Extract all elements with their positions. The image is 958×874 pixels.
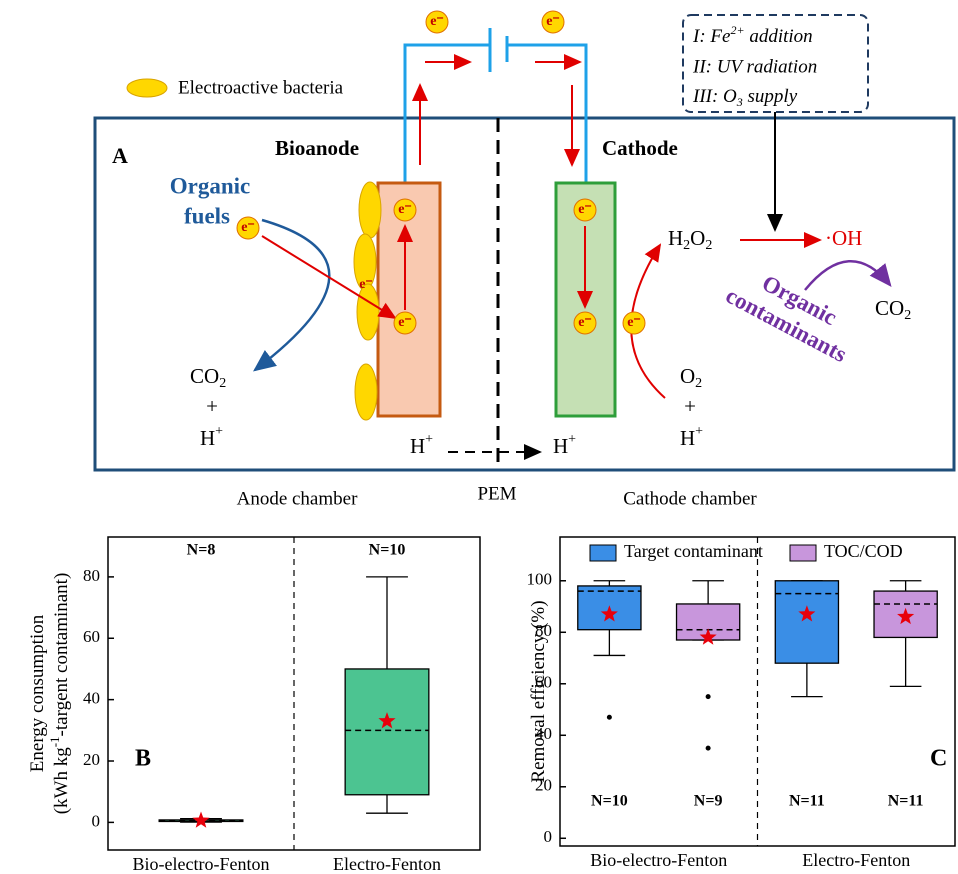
h-plus: H+ [410,432,433,458]
y-tick-label: 0 [92,811,101,830]
electron: e⁻ [394,199,416,221]
process: II: UV radiation [692,56,817,77]
plus: + [206,394,218,418]
legend-label: TOC/COD [824,541,903,561]
panel-label: C [930,746,947,772]
electron-label: e⁻ [398,315,412,330]
y-label-line: Energy consumption [27,614,48,772]
bacterium [359,182,381,238]
electron: e⁻ [574,312,596,334]
cathode-chamber: Cathode chamber [623,488,757,509]
pem-label: PEM [477,483,516,504]
y-label-sup: -1 [47,736,62,747]
x-tick-label: Bio-electro-Fenton [590,850,727,870]
x-tick-label: Electro-Fenton [802,850,910,870]
electron: e⁻ [394,312,416,334]
bacterium [355,364,377,420]
organic-fuels: Organic [170,173,251,198]
panel-label: A [112,143,128,168]
y-tick-label: 20 [83,750,100,769]
y-tick-label: 60 [83,627,100,646]
o2: O2 [680,364,702,391]
y-axis-label: Energy consumption(kWh kg-1-targent cont… [27,573,72,815]
electron: e⁻ [237,217,259,239]
figure: Electroactive bacteria A Bioanode Cathod… [0,0,958,874]
anode-chamber: Anode chamber [237,488,358,509]
n-label: N=11 [888,793,924,810]
electron-label: e⁻ [359,277,373,292]
electron-label: e⁻ [578,315,592,330]
y-tick-label: 100 [527,570,553,589]
page: Electroactive bacteria A Bioanode Cathod… [0,0,958,874]
electron-label: e⁻ [546,14,560,29]
electron: e⁻ [574,199,596,221]
n-label: N=10 [369,542,406,559]
process: I: Fe2+ addition [692,23,813,48]
electron-label: e⁻ [578,202,592,217]
x-tick-label: Bio-electro-Fenton [133,854,270,874]
reactor [95,118,954,470]
co2: CO2 [875,296,911,323]
electron: e⁻ [426,11,448,33]
bioanode-label: Bioanode [275,136,359,160]
legend-swatch [790,545,816,561]
y-label-part: -targent contaminant) [51,573,72,737]
arrow [255,220,329,370]
organic-fuels: fuels [184,203,230,228]
electron-label: e⁻ [398,202,412,217]
electron-label: e⁻ [430,14,444,29]
x-tick-label: Electro-Fenton [333,854,441,874]
electron-label: e⁻ [627,315,641,330]
y-tick-label: 0 [544,827,553,846]
outlier [706,746,711,751]
n-label: N=10 [591,793,628,810]
y-label-part: (kWh kg [51,747,72,815]
process: III: O3 supply [692,86,798,108]
electron: e⁻ [359,277,373,292]
legend-label: Target contaminant [624,541,763,561]
electron: e⁻ [623,312,645,334]
h-plus: H+ [680,424,703,450]
box [345,669,429,795]
legend-swatch [590,545,616,561]
n-label: N=8 [187,542,216,559]
co2: CO2 [190,364,226,391]
bacterium [357,284,379,340]
cathode-label: Cathode [602,136,678,160]
charts: 0 20 40 60 80 Bio-electro-Fenton Electro-Fento… [27,537,955,874]
legend-label: Electroactive bacteria [178,77,344,98]
h-plus: H+ [553,432,576,458]
outlier [607,715,612,720]
electron: e⁻ [542,11,564,33]
n-label: N=9 [694,793,723,810]
h2o2: H2O2 [668,226,712,253]
y-axis-label: Removal efficiency (%) [528,600,549,782]
arrow [805,261,890,290]
plus: + [684,394,696,418]
y-tick-label: 40 [83,689,100,708]
outlier [706,694,711,699]
h-plus: H+ [200,424,223,450]
organic-contaminants: Organic contaminants [722,258,864,367]
panel-label: B [135,746,151,772]
panel-a: Electroactive bacteria A Bioanode Cathod… [95,11,954,509]
mean-marker [192,812,209,828]
electron-label: e⁻ [241,220,255,235]
n-label: N=11 [789,793,825,810]
y-tick-label: 80 [83,566,100,585]
hydroxyl-radical: ·OH [825,226,862,250]
y-label-line: Removal efficiency (%) [528,600,549,782]
legend-bacterium [127,79,167,97]
wire [405,45,586,183]
